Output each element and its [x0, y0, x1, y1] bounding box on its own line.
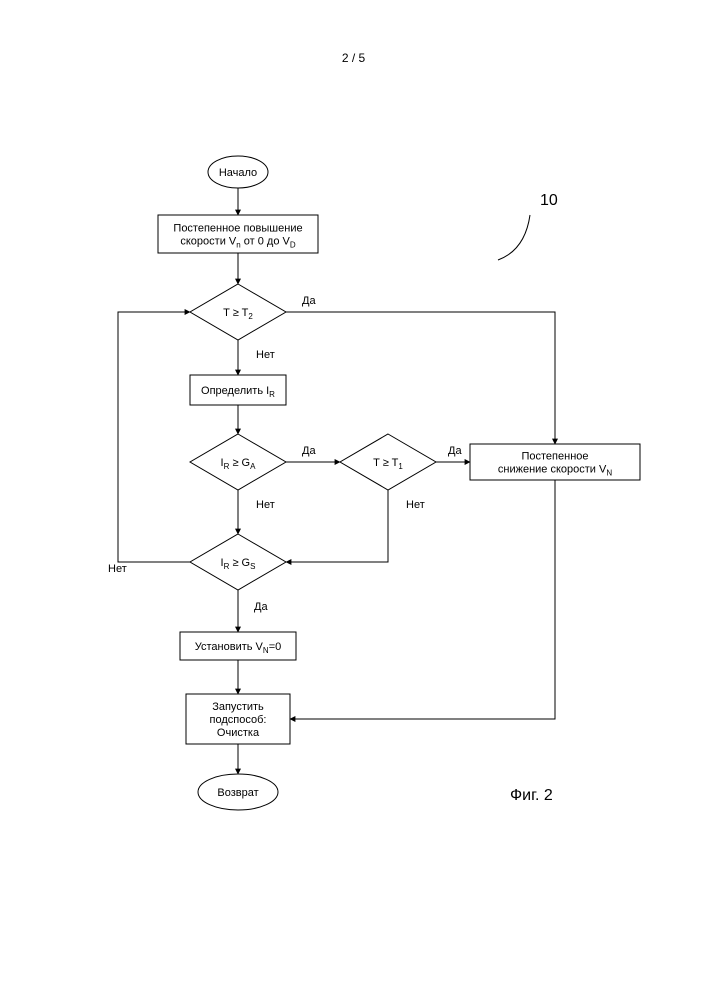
node-ir_ge_ga: IR ≥ GA [190, 434, 286, 490]
edge-label-e3: Нет [256, 349, 275, 361]
edge-e9 [286, 490, 388, 562]
node-ir_ge_gs: IR ≥ GS [190, 534, 286, 590]
svg-text:Установить VN=0: Установить VN=0 [195, 641, 281, 655]
svg-text:Очистка: Очистка [217, 727, 260, 739]
edge-label-e7: Нет [256, 499, 275, 511]
edge-label-e6: Да [302, 445, 316, 457]
svg-text:Возврат: Возврат [217, 787, 258, 799]
node-t_ge_t1: T ≥ T1 [340, 434, 436, 490]
svg-text:Постепенное повышение: Постепенное повышение [173, 223, 302, 235]
node-t_ge_t2: T ≥ T2 [190, 284, 286, 340]
svg-text:подспособ:: подспособ: [210, 714, 267, 726]
svg-text:снижение скорости VN: снижение скорости VN [498, 464, 612, 478]
node-launch: Запуститьподспособ:Очистка [186, 694, 290, 744]
edge-label-e8: Да [448, 445, 462, 457]
edge-label-e9: Нет [406, 499, 425, 511]
figure-label: Фиг. 2 [510, 787, 553, 804]
svg-text:Постепенное: Постепенное [521, 451, 588, 463]
page-number: 2 / 5 [342, 51, 366, 65]
edge-e14 [290, 480, 555, 719]
edge-e10 [118, 312, 190, 562]
node-set_vn0: Установить VN=0 [180, 632, 296, 660]
flowchart-canvas: 2 / 5 10 Фиг. 2 Начало Постепенное повышение… [0, 0, 707, 1000]
node-det_ir: Определить IR [190, 375, 286, 405]
edge-label-e11: Да [254, 601, 268, 613]
node-slowdown: Постепенноеснижение скорости VN [470, 444, 640, 480]
svg-text:Запустить: Запустить [212, 701, 264, 713]
reference-number: 10 [540, 192, 558, 209]
edge-label-e10: Нет [108, 563, 127, 575]
svg-text:Определить IR: Определить IR [201, 385, 275, 399]
node-ramp_up: Постепенное повышениескорости Vn от 0 до… [158, 215, 318, 253]
node-start: Начало [208, 156, 268, 188]
node-return: Возврат [198, 774, 278, 810]
svg-text:Начало: Начало [219, 167, 257, 179]
edge-e4 [286, 312, 555, 444]
edge-label-e4: Да [302, 295, 316, 307]
reference-pointer [498, 215, 530, 260]
